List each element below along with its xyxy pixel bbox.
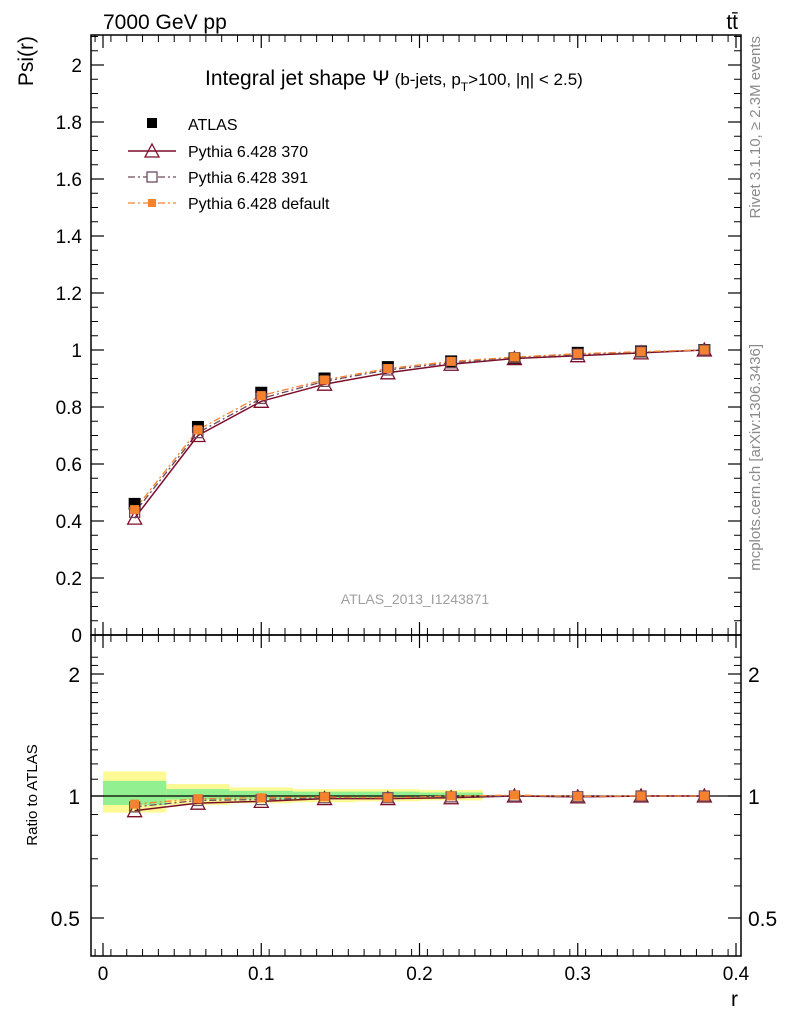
ratio-y-tick-label: 1: [68, 786, 80, 809]
main-y-tick-label: 0.2: [56, 569, 82, 590]
ratio-y-tick-label: 2: [68, 664, 80, 687]
main-point-pythia-default: [130, 505, 140, 515]
legend-label-pythia-370: Pythia 6.428 370: [188, 144, 308, 161]
main-y-tick-label: 1: [71, 341, 82, 362]
x-tick-label: 0.3: [565, 964, 591, 985]
main-point-pythia-default: [636, 347, 646, 357]
main-y-tick-label: 1.8: [56, 113, 82, 134]
ratio-point-pythia-default: [383, 793, 393, 803]
plot-title-symbol: Ψ: [372, 67, 390, 90]
main-series-line: [134, 349, 705, 513]
main-y-axis: 0 0.2 0.4 0.6 0.8 1 1.2 1.4 1.6 1.8 2: [56, 36, 741, 647]
header-process-label: tt̄: [726, 11, 738, 34]
main-y-tick-label: 0.6: [56, 455, 82, 476]
legend-label-pythia-default: Pythia 6.428 default: [188, 196, 330, 213]
ratio-point-pythia-default: [509, 790, 519, 800]
x-tick-label: 0: [98, 964, 109, 985]
ratio-point-pythia-391: [635, 790, 647, 802]
main-point-pythia-default: [193, 425, 203, 435]
main-series-line: [134, 349, 705, 511]
main-point-pythia-391: [635, 346, 647, 358]
ratio-point-pythia-default: [636, 791, 646, 801]
legend-marker-pythia-370: [143, 142, 161, 158]
ratio-point-pythia-default: [193, 794, 203, 804]
main-point-pythia-default: [509, 352, 519, 362]
main-point-pythia-default: [573, 349, 583, 359]
ratio-point-pythia-370: [126, 802, 143, 818]
main-y-tick-label: 1.4: [56, 227, 83, 248]
main-x-axis: [94, 35, 737, 635]
main-point-pythia-default: [256, 391, 266, 401]
rivet-version-label: Rivet 3.1.10, ≥ 2.3M events: [747, 36, 764, 219]
main-y-tick-label: 0.8: [56, 398, 82, 419]
ratio-point-pythia-391: [698, 790, 710, 802]
main-point-pythia-default: [320, 375, 330, 385]
main-point-pythia-default: [699, 345, 709, 355]
ratio-series-line: [134, 794, 705, 805]
main-point-pythia-370: [253, 392, 270, 408]
ratio-point-pythia-default: [573, 791, 583, 801]
ratio-point-pythia-default: [256, 793, 266, 803]
ratio-y-tick-label-right: 2: [748, 664, 760, 687]
ratio-y-axis: 0.5 0.5 1 1 2 2: [51, 656, 777, 931]
ratio-point-pythia-default: [320, 792, 330, 802]
ratio-point-pythia-default: [699, 791, 709, 801]
main-y-tick-label: 0.4: [56, 512, 83, 533]
ratio-x-axis: 0 0.1 0.2 0.3 0.4: [94, 635, 750, 985]
main-point-pythia-default: [383, 364, 393, 374]
main-series-line: [134, 349, 705, 519]
legend-marker-atlas: [147, 118, 157, 128]
main-y-tick-label: 1.2: [56, 284, 82, 305]
ratio-series-group: [126, 787, 713, 818]
header-energy-label: 7000 GeV pp: [103, 11, 227, 34]
x-axis-label: r: [731, 988, 738, 1011]
main-y-tick-label: 2: [71, 56, 82, 77]
main-point-pythia-default: [446, 356, 456, 366]
legend-label-pythia-391: Pythia 6.428 391: [188, 170, 308, 187]
ratio-y-tick-label: 0.5: [51, 908, 80, 931]
plot-title-main: Integral jet shape: [205, 67, 366, 90]
legend-label-atlas: ATLAS: [188, 117, 238, 134]
plot-title-cond-b: >100, |η| < 2.5): [468, 70, 583, 89]
ratio-point-pythia-391: [572, 791, 584, 803]
main-y-tick-label: 1.6: [56, 170, 82, 191]
ratio-y-tick-label-right: 1: [748, 786, 760, 809]
main-point-pythia-370: [189, 427, 207, 443]
ratio-uncertainty-bands: [103, 771, 483, 813]
ratio-point-pythia-default: [446, 791, 456, 801]
main-series-group: [126, 341, 713, 525]
x-tick-label: 0.4: [723, 964, 750, 985]
x-tick-label: 0.2: [406, 964, 432, 985]
main-y-axis-label: Psi(r): [15, 36, 38, 86]
legend-marker-pythia-default: [148, 199, 156, 207]
x-tick-label: 0.1: [248, 964, 274, 985]
analysis-id-label: ATLAS_2013_I1243871: [341, 591, 490, 607]
ratio-point-pythia-391: [382, 792, 394, 804]
ratio-point-pythia-default: [130, 799, 140, 809]
legend: ATLAS Pythia 6.428 370 Pythia 6.428 391 …: [128, 117, 330, 213]
plot-title-cond-a: (b-jets, p: [395, 70, 461, 89]
main-y-tick-label: 0: [71, 626, 82, 647]
ratio-plot-panel: 0.5 0.51 12 2 0 0.1 0.2 0.3 0.4 Ratio to ATLAS …: [24, 634, 777, 1011]
plot-title-cond-sub: T: [461, 80, 469, 94]
plot-title: Integral jet shape Ψ (b-jets, pT>100, |η| …: [205, 67, 583, 94]
main-plot-panel: 0 0.2 0.4 0.6 0.8 1 1.2 1.4 1.6 1.8 2 Psi(r) Integ…: [15, 34, 742, 647]
ratio-y-tick-label-right: 0.5: [748, 908, 777, 931]
mcplots-label: mcplots.cern.ch [arXiv:1306.3436]: [747, 344, 764, 571]
ratio-y-axis-label: Ratio to ATLAS: [24, 744, 41, 845]
main-point-pythia-391: [698, 344, 710, 356]
legend-marker-pythia-391: [146, 171, 158, 183]
